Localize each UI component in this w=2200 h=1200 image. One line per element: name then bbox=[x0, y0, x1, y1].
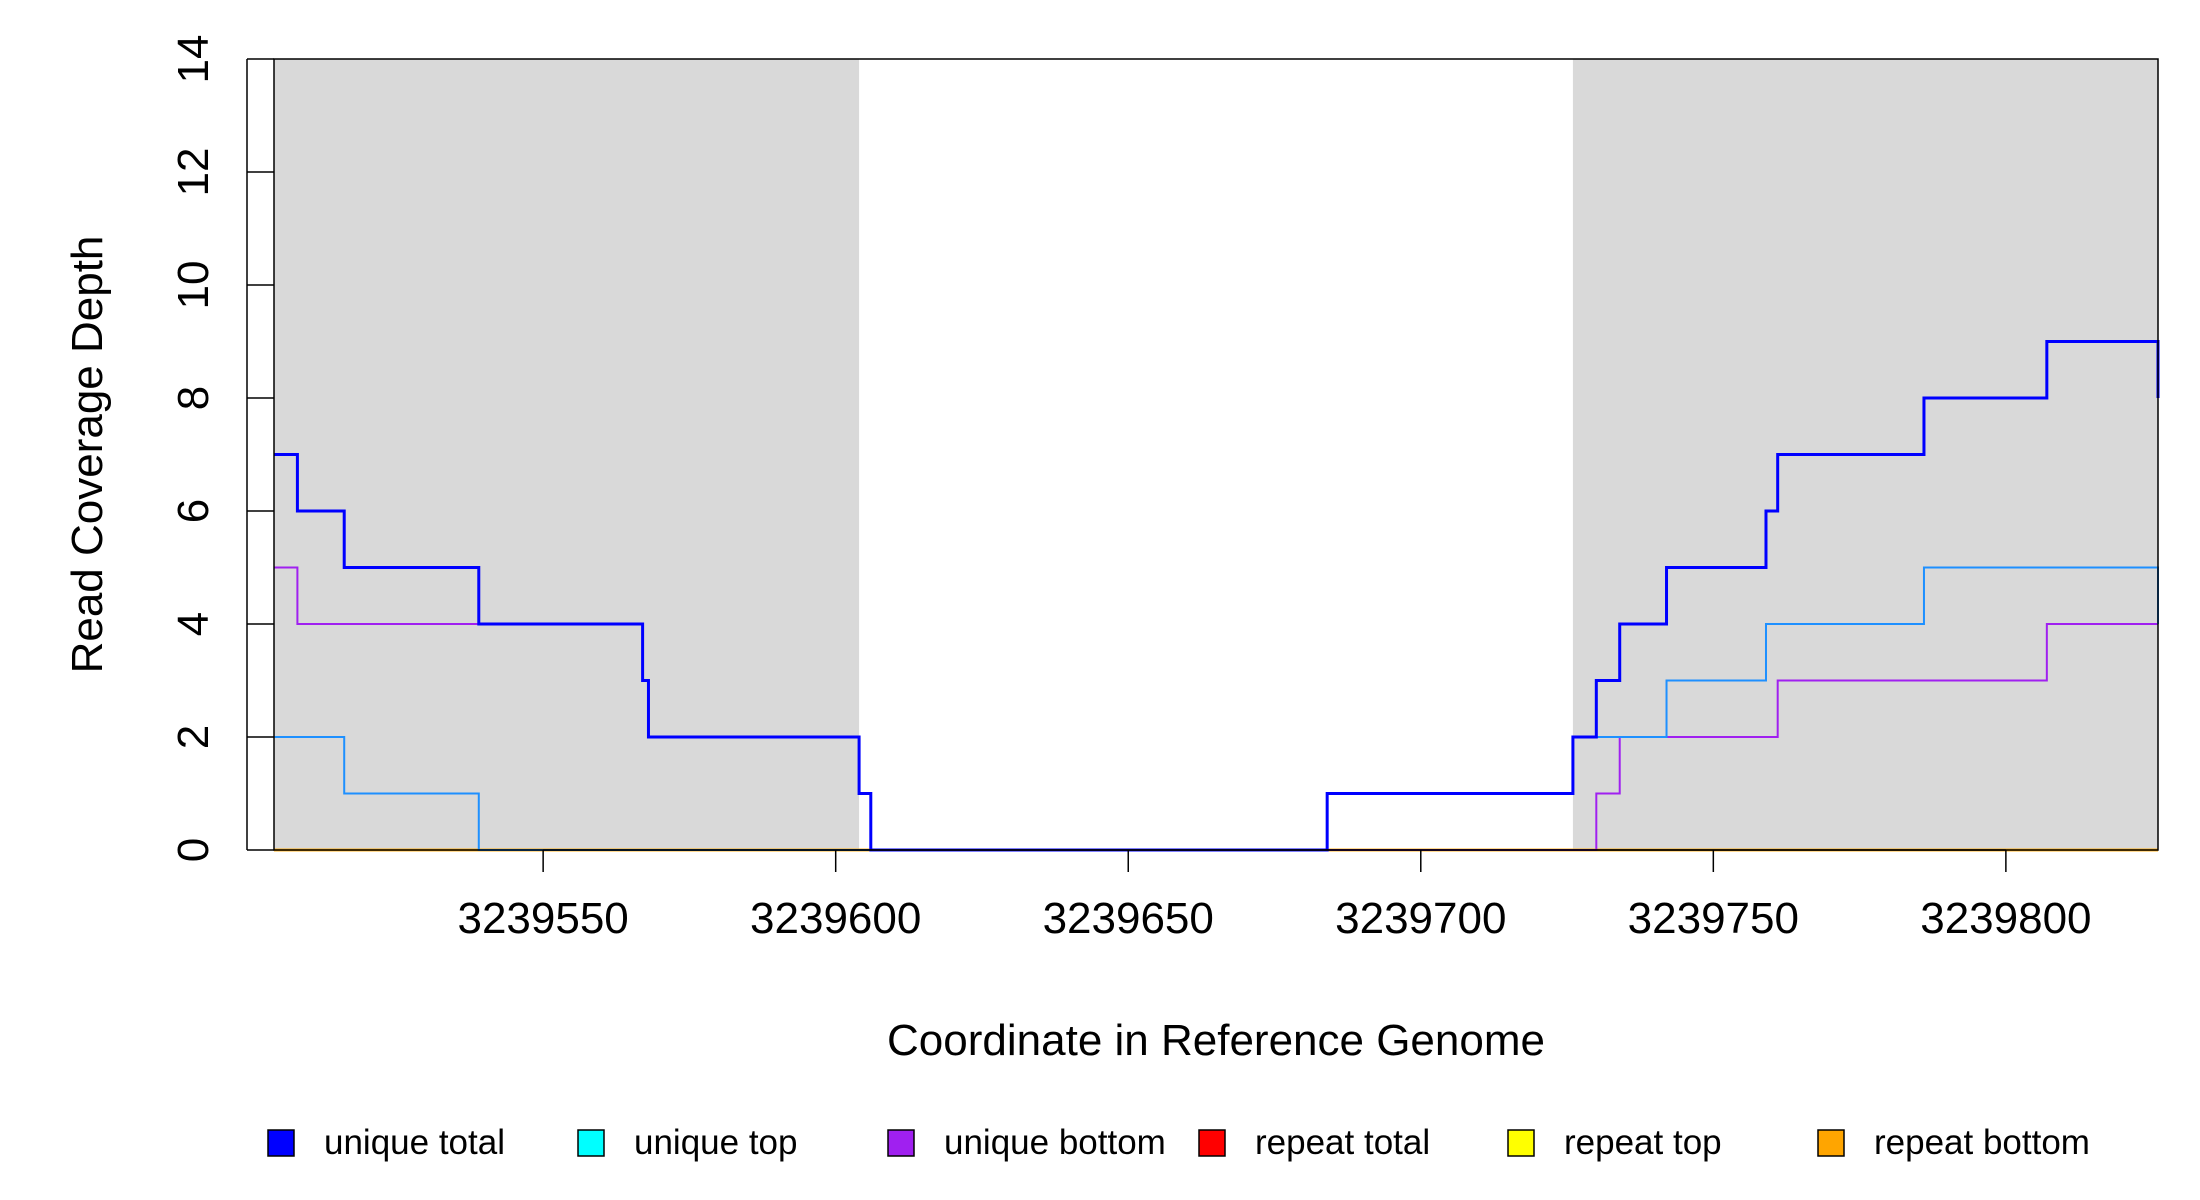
y-tick-label: 4 bbox=[169, 612, 218, 636]
y-tick-label: 6 bbox=[169, 499, 218, 523]
x-axis: 3239550 3239600 3239650 3239700 3239750 32398… bbox=[457, 849, 2092, 943]
y-tick-label: 8 bbox=[169, 386, 218, 410]
legend-label: unique top bbox=[634, 1123, 797, 1162]
legend-swatch bbox=[887, 1129, 915, 1157]
y-axis-label: Read Coverage Depth bbox=[63, 236, 112, 674]
x-tick-label: 3239600 bbox=[750, 894, 921, 943]
y-tick-label: 10 bbox=[169, 261, 218, 310]
y-tick-label: 14 bbox=[169, 35, 218, 84]
shaded-region-1 bbox=[274, 59, 860, 850]
legend: unique total unique top unique bottom repea… bbox=[267, 1123, 2090, 1162]
x-tick-label: 3239750 bbox=[1628, 894, 1799, 943]
legend-swatch bbox=[577, 1129, 605, 1157]
x-tick-label: 3239700 bbox=[1335, 894, 1506, 943]
y-tick-label: 0 bbox=[169, 838, 218, 862]
y-axis: 0 2 4 6 8 10 12 14 bbox=[169, 35, 274, 862]
legend-label: repeat bottom bbox=[1874, 1123, 2090, 1162]
y-tick-label: 2 bbox=[169, 725, 218, 749]
x-tick-label: 3239800 bbox=[1920, 894, 2091, 943]
legend-swatch bbox=[1507, 1129, 1535, 1157]
series-unique-total bbox=[274, 340, 2160, 852]
legend-label: unique bottom bbox=[944, 1123, 1166, 1162]
legend-swatch bbox=[1198, 1129, 1226, 1157]
x-tick-label: 3239550 bbox=[457, 894, 628, 943]
legend-label: repeat top bbox=[1564, 1123, 1722, 1162]
legend-label: repeat total bbox=[1255, 1123, 1430, 1162]
y-tick-label: 12 bbox=[169, 148, 218, 197]
x-tick-label: 3239650 bbox=[1043, 894, 1214, 943]
x-axis-label: Coordinate in Reference Genome bbox=[887, 1016, 1545, 1065]
legend-swatch bbox=[267, 1129, 295, 1157]
legend-swatch bbox=[1817, 1129, 1845, 1157]
legend-label: unique total bbox=[324, 1123, 505, 1162]
